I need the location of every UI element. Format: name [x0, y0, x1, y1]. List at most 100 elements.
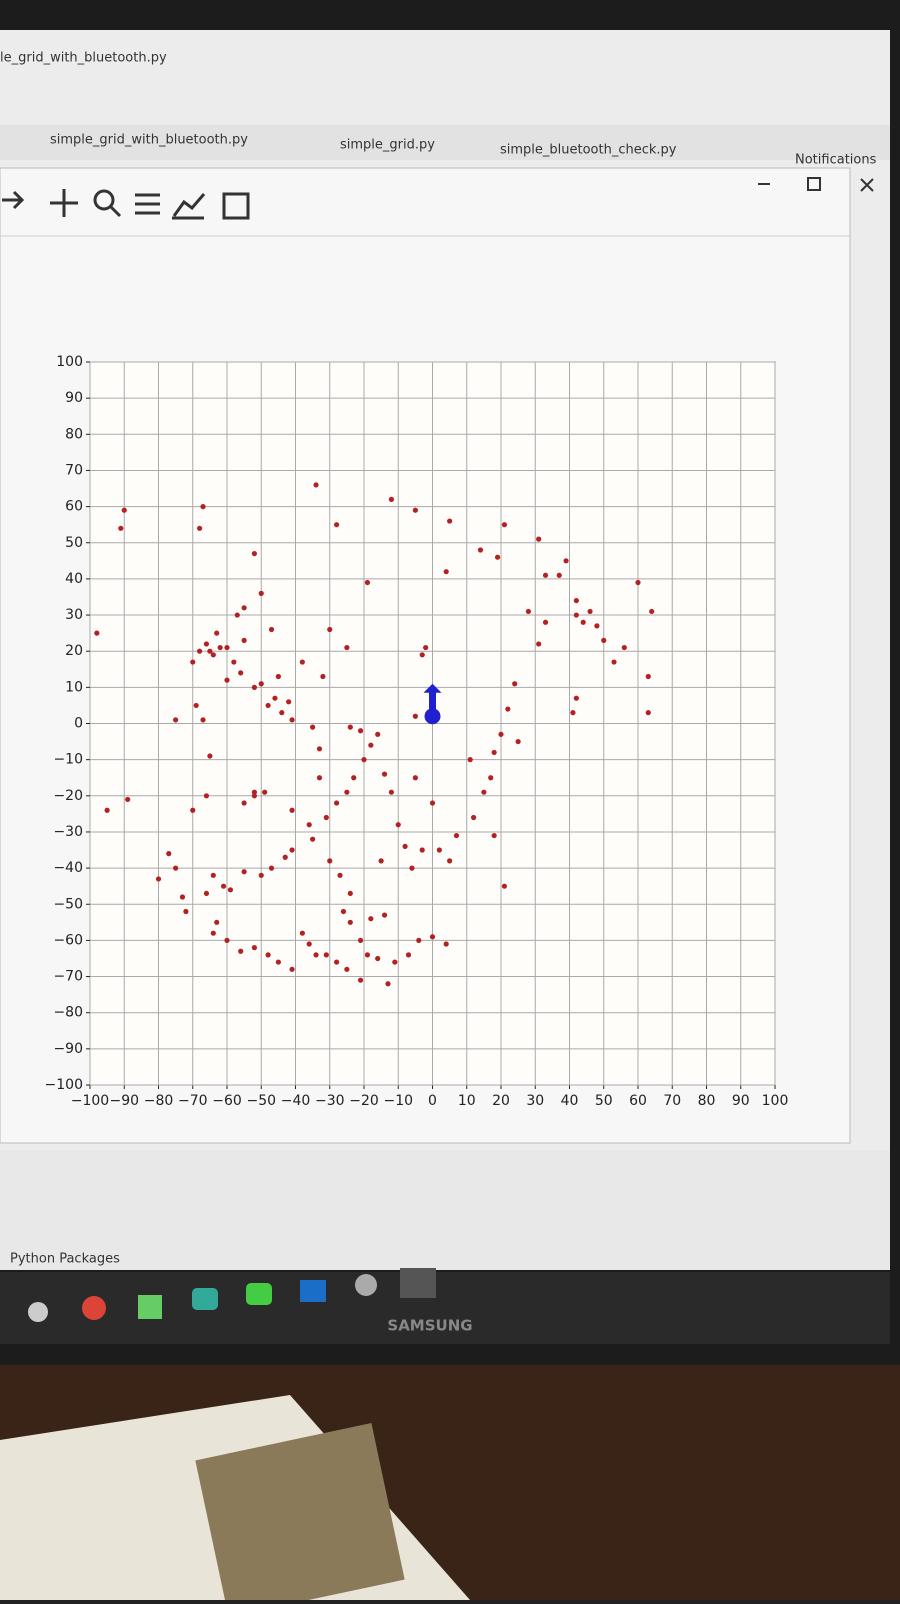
point — [351, 775, 357, 781]
y-tick-label: 60 — [65, 499, 83, 515]
point — [505, 706, 511, 712]
point — [227, 887, 234, 893]
point — [190, 807, 196, 813]
x-tick-label: 50 — [595, 1093, 613, 1109]
point — [179, 894, 186, 900]
point — [327, 858, 333, 864]
x-tick-label: 80 — [698, 1093, 716, 1109]
point — [313, 482, 319, 488]
point — [344, 966, 350, 972]
point — [275, 959, 281, 965]
point — [357, 728, 364, 734]
ide-bottom — [0, 1150, 890, 1270]
point — [405, 952, 412, 958]
point — [210, 652, 216, 658]
point — [443, 569, 449, 575]
point — [316, 746, 323, 752]
point — [488, 775, 494, 781]
point — [316, 775, 323, 781]
point — [121, 507, 127, 513]
point — [224, 644, 230, 651]
point — [357, 977, 364, 983]
point — [203, 641, 210, 647]
point — [210, 872, 216, 878]
x-tick-label: 90 — [732, 1093, 750, 1109]
point — [310, 724, 316, 730]
point — [381, 912, 388, 918]
y-tick-label: −70 — [53, 969, 83, 985]
point — [258, 872, 264, 878]
point — [467, 757, 473, 763]
tab[interactable]: simple_grid.py — [340, 138, 435, 153]
point — [573, 612, 579, 618]
point — [241, 869, 247, 875]
point — [368, 916, 374, 922]
tab[interactable]: simple_grid_with_bluetooth.py — [50, 133, 248, 148]
tab[interactable]: simple_bluetooth_check.py — [500, 143, 677, 158]
point — [306, 941, 312, 947]
point — [491, 832, 497, 839]
point — [621, 644, 627, 651]
point — [251, 550, 257, 557]
point — [429, 934, 436, 940]
point — [241, 605, 247, 611]
point — [279, 710, 285, 716]
point — [251, 945, 257, 951]
plot: −100 −90 −80 −70 −60 −50 −40 −30 −20 −10 0 10 20 30 40… — [45, 354, 789, 1109]
point — [289, 847, 295, 853]
point — [419, 652, 425, 658]
point — [491, 749, 497, 756]
y-tick-label: 50 — [65, 535, 83, 551]
y-tick-label: 100 — [56, 354, 83, 370]
point — [368, 742, 374, 748]
point — [234, 612, 240, 618]
x-tick-label: 10 — [458, 1093, 476, 1109]
point — [224, 677, 230, 683]
point — [323, 952, 329, 958]
point — [357, 937, 364, 944]
point — [220, 883, 227, 889]
point — [392, 959, 398, 965]
point — [125, 796, 131, 803]
point — [310, 836, 316, 842]
y-tick-label: −80 — [53, 1005, 83, 1021]
point — [210, 930, 216, 936]
y-tick-label: 90 — [65, 390, 83, 406]
point — [200, 717, 206, 723]
point — [289, 717, 295, 723]
point — [649, 608, 655, 615]
y-tick-label: −60 — [53, 932, 83, 948]
toolbar[interactable] — [2, 189, 250, 220]
point — [265, 702, 271, 709]
taskbar-icons[interactable] — [28, 1268, 436, 1322]
x-tick-label: −10 — [383, 1093, 413, 1109]
point — [265, 952, 271, 958]
point — [542, 619, 549, 625]
point — [364, 579, 371, 586]
point — [563, 558, 569, 564]
point — [286, 699, 292, 705]
point — [251, 793, 257, 799]
panel-tab[interactable]: Python Packages — [10, 1252, 120, 1267]
point — [197, 648, 203, 654]
point — [381, 771, 388, 777]
window-controls[interactable] — [758, 177, 874, 192]
point — [238, 670, 244, 676]
point — [190, 659, 196, 665]
point — [375, 731, 381, 737]
point — [447, 858, 453, 864]
point — [611, 659, 617, 665]
notifications[interactable]: Notifications — [795, 153, 877, 168]
y-tick-label: −50 — [53, 896, 83, 912]
point — [323, 814, 329, 821]
point — [258, 590, 264, 596]
point — [573, 695, 579, 701]
point — [183, 908, 189, 915]
robot-position — [424, 708, 441, 725]
point — [375, 955, 381, 962]
point — [251, 684, 257, 690]
point — [388, 789, 394, 795]
x-tick-label: 20 — [492, 1093, 510, 1109]
y-tick-label: −10 — [53, 752, 83, 768]
point — [498, 731, 504, 737]
